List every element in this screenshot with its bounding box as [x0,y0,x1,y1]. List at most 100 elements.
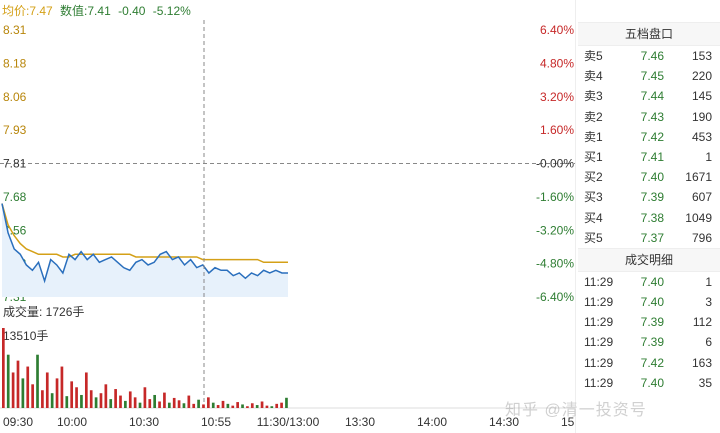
row-price: 7.43 [640,109,664,124]
volume-bar [11,372,15,408]
intraday-chart[interactable]: 8.318.188.067.937.817.687.567.437.316.40… [0,0,576,433]
volume-max-label: 13510手 [3,329,48,343]
row-label: 买3 [584,190,603,205]
row-label: 11:29 [584,315,614,330]
volume-bar [2,328,5,408]
row-volume: 607 [691,190,712,205]
volume-bar [84,372,88,408]
row-label: 卖2 [584,109,603,124]
trade-row: 11:29 7.40 35 [578,373,720,393]
row-label: 卖4 [584,69,603,84]
row-volume: 35 [698,375,712,390]
volume-bar [41,390,44,408]
row-price: 7.39 [640,190,664,205]
volume-bar [119,395,122,408]
volume-bar [231,405,235,408]
row-price: 7.39 [640,315,664,330]
percent-tick-label: -0.00% [536,157,574,171]
volume-bar [16,360,20,408]
time-tick-label: 11:30/13:00 [257,415,320,429]
volume-bar [285,397,288,408]
row-label: 11:29 [584,375,614,390]
change-value: -0.40 [118,4,146,18]
current-value-label: 数值:7.41 [60,4,111,18]
volume-bar [270,406,274,408]
volume-bar [182,403,186,408]
volume-bar [36,354,39,408]
volume-bar [246,406,249,408]
volume-bar [128,391,132,408]
ask-list: 卖5 7.46 153 卖4 7.45 220 卖3 7.44 145 卖2 7.43 190 卖1 7.… [578,46,720,147]
volume-bar [65,396,69,408]
volume-bar [45,372,49,408]
trade-row: 11:29 7.40 1 [578,272,720,292]
volume-bar [226,403,230,408]
trade-row: 11:29 7.39 6 [578,332,720,352]
row-label: 卖3 [584,89,603,104]
bid-list: 买1 7.41 1 买2 7.40 1671 买3 7.39 607 买4 7.38 1049 买5 7.… [578,147,720,248]
volume-bar [6,354,10,408]
bid-row: 买2 7.40 1671 [578,167,720,187]
price-tick-label: 8.31 [3,23,27,37]
row-label: 买4 [584,210,603,225]
price-tick-label: 8.18 [3,56,27,70]
percent-tick-label: 6.40% [540,23,574,37]
volume-bar [280,402,283,408]
volume-bar [94,397,98,408]
row-price: 7.38 [640,210,664,225]
row-volume: 1 [705,149,712,164]
volume-bar [221,400,225,408]
time-tick-label: 14:00 [417,415,447,429]
volume-bar [109,399,113,408]
percent-tick-label: 1.60% [540,123,574,137]
row-volume: 112 [692,315,712,330]
volume-bar [55,378,59,408]
price-area [2,203,288,297]
row-price: 7.44 [640,89,664,104]
row-label: 买1 [584,149,603,164]
order-book-title: 五档盘口 [578,22,720,46]
volume-bar [104,384,108,408]
volume-bar [177,400,181,408]
row-price: 7.45 [640,69,664,84]
price-tick-label: 7.81 [3,157,27,171]
row-volume: 153 [691,49,712,63]
trade-row: 11:29 7.42 163 [578,353,720,373]
row-price: 7.40 [640,274,664,289]
price-tick-label: 7.68 [3,190,27,204]
avg-price-label: 均价:7.47 [2,4,53,18]
trade-list: 11:29 7.40 1 11:29 7.40 3 11:29 7.39 112 11:29 7.3… [578,272,720,393]
ask-row: 卖2 7.43 190 [578,107,720,127]
row-volume: 3 [705,295,712,310]
row-volume: 163 [691,355,712,370]
time-tick-label: 10:55 [201,415,231,429]
volume-bar [89,390,93,408]
row-volume: 6 [705,335,712,350]
volume-bar [260,401,264,408]
bid-row: 买3 7.39 607 [578,187,720,207]
volume-bar [163,392,166,408]
chart-header: 均价:7.47 数值:7.41 -0.40 -5.12% [2,2,195,19]
volume-bar [167,402,171,408]
row-volume: 220 [691,69,712,84]
price-line [1,203,288,284]
ask-row: 卖1 7.42 453 [578,127,720,147]
row-price: 7.39 [640,335,664,350]
percent-tick-label: -4.80% [536,257,574,271]
volume-bar [148,399,152,408]
order-book-panel: 五档盘口 卖5 7.46 153 卖4 7.45 220 卖3 7.44 145 卖2 7.43 19… [578,22,720,393]
volume-bar [138,402,142,408]
time-tick-label: 15:00 [561,415,576,429]
avg-price-line [1,203,288,264]
change-percent: -5.12% [152,4,191,18]
ask-row: 卖4 7.45 220 [578,66,720,86]
volume-bar [80,394,83,408]
volume-bar [99,393,103,408]
bid-row: 买5 7.37 796 [578,228,720,248]
row-label: 买5 [584,230,603,245]
volume-bar [114,389,117,408]
volume-bar [197,399,200,408]
row-price: 7.40 [640,295,664,310]
time-tick-label: 10:30 [129,415,159,429]
row-price: 7.40 [640,375,664,390]
